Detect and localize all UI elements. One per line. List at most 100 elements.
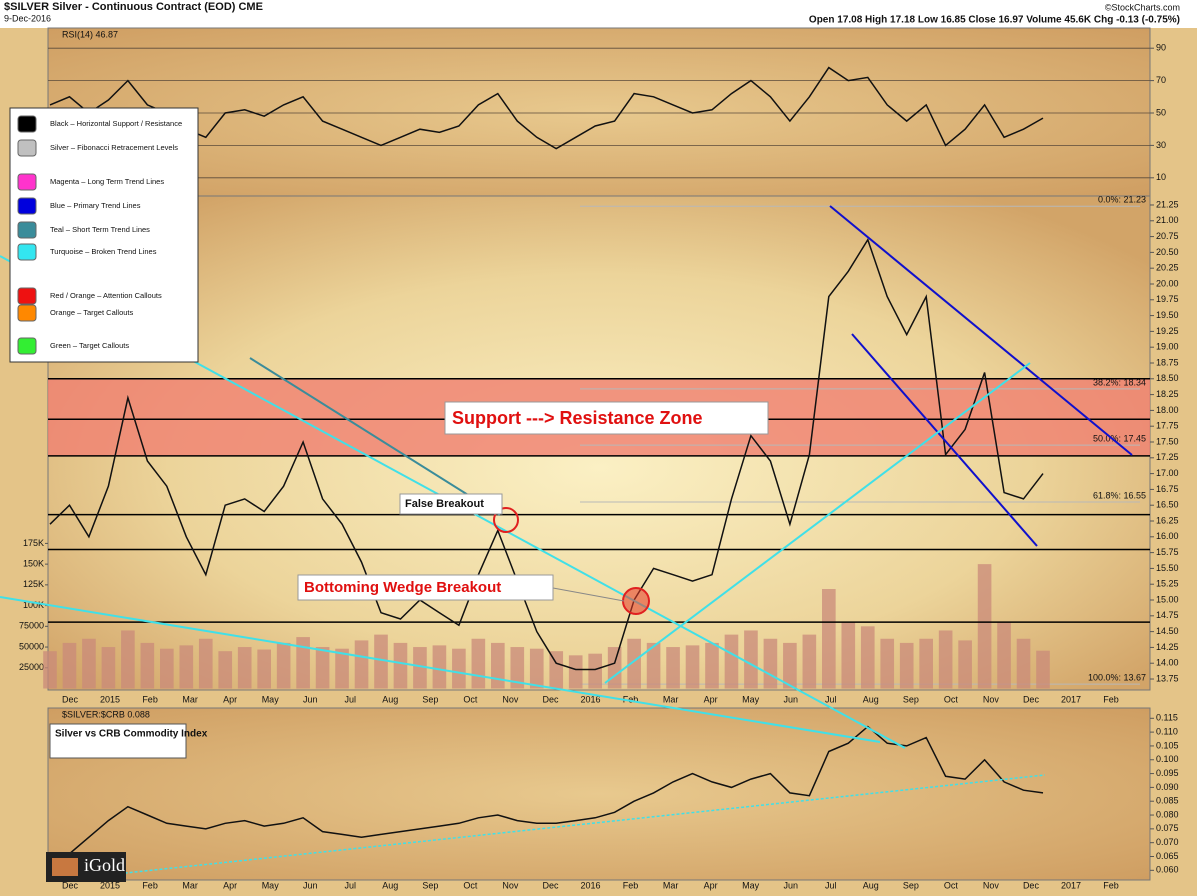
volume-tick-label: 25000 — [19, 662, 44, 672]
x-tick-label: Aug — [382, 694, 398, 704]
volume-bar — [958, 640, 972, 689]
legend-label: Red / Orange – Attention Callouts — [50, 291, 162, 300]
y-tick-label: 70 — [1156, 75, 1166, 85]
x-tick-label: Jul — [825, 694, 837, 704]
volume-bar — [296, 637, 310, 689]
volume-bar — [101, 647, 116, 689]
y-tick-label: 0.090 — [1156, 782, 1179, 792]
y-tick-label: 17.75 — [1156, 421, 1179, 431]
y-tick-label: 20.50 — [1156, 247, 1179, 257]
volume-bar — [744, 630, 758, 689]
volume-bar — [179, 645, 194, 689]
x-tick-label: Jul — [345, 694, 357, 704]
x-tick-label: Jun — [783, 694, 798, 704]
y-tick-label: 15.75 — [1156, 547, 1179, 557]
legend-label: Blue – Primary Trend Lines — [50, 201, 141, 210]
x-tick-label: Nov — [502, 880, 519, 890]
chart-date: 9-Dec-2016 — [4, 13, 51, 23]
x-tick-label: 2016 — [581, 880, 601, 890]
x-tick-label: Apr — [223, 694, 237, 704]
legend-label: Turquoise – Broken Trend Lines — [50, 247, 157, 256]
fib-label: 61.8%: 16.55 — [1093, 490, 1146, 500]
y-tick-label: 16.00 — [1156, 531, 1179, 541]
x-tick-label: Apr — [704, 880, 718, 890]
volume-bar — [510, 647, 525, 689]
volume-bar — [880, 638, 895, 689]
legend-label: Orange – Target Callouts — [50, 308, 133, 317]
x-tick-label: Feb — [1103, 694, 1119, 704]
x-tick-label: Aug — [863, 880, 879, 890]
volume-bar — [471, 638, 486, 689]
x-tick-label: Feb — [142, 880, 158, 890]
volume-bar — [822, 589, 836, 689]
y-tick-label: 90 — [1156, 43, 1166, 53]
legend-label: Teal – Short Term Trend Lines — [50, 225, 150, 234]
volume-bar — [121, 630, 135, 689]
source: ©StockCharts.com — [1105, 2, 1180, 12]
x-tick-label: Mar — [663, 880, 679, 890]
x-tick-label: Sep — [903, 694, 919, 704]
x-tick-label: 2015 — [100, 694, 120, 704]
x-tick-label: Feb — [1103, 880, 1119, 890]
volume-tick-label: 100K — [23, 600, 44, 610]
volume-bar — [666, 647, 680, 689]
legend-swatch — [17, 115, 37, 133]
x-tick-label: Dec — [62, 880, 79, 890]
volume-tick-label: 50000 — [19, 641, 44, 651]
y-tick-label: 0.080 — [1156, 809, 1179, 819]
y-tick-label: 50 — [1156, 107, 1166, 117]
ratio-panel — [47, 707, 1151, 881]
volume-bar — [160, 648, 174, 689]
x-tick-label: Sep — [903, 880, 919, 890]
volume-bar — [82, 638, 96, 689]
volume-bar — [977, 564, 992, 689]
x-tick-label: Nov — [983, 694, 1000, 704]
y-tick-label: 0.115 — [1156, 713, 1178, 723]
volume-bar — [529, 648, 544, 689]
callout-circle — [622, 587, 650, 615]
y-tick-label: 13.75 — [1156, 673, 1179, 683]
x-tick-label: May — [742, 880, 760, 890]
volume-bar — [919, 638, 933, 689]
x-tick-label: Aug — [863, 694, 879, 704]
legend-swatch — [17, 304, 37, 322]
y-tick-label: 15.50 — [1156, 563, 1179, 573]
legend-swatch — [17, 337, 37, 355]
x-tick-label: Apr — [704, 694, 718, 704]
series-line — [49, 66, 1044, 150]
volume-bar — [257, 649, 271, 689]
legend-label: Green – Target Callouts — [50, 341, 129, 350]
y-tick-label: 0.100 — [1156, 754, 1179, 764]
legend-swatch — [17, 221, 37, 239]
volume-bar — [588, 653, 602, 689]
y-tick-label: 14.00 — [1156, 658, 1179, 668]
y-tick-label: 18.00 — [1156, 405, 1179, 415]
y-tick-label: 17.50 — [1156, 436, 1179, 446]
volume-bar — [860, 626, 875, 689]
fib-label: 38.2%: 18.34 — [1093, 377, 1146, 387]
x-tick-label: 2017 — [1061, 694, 1081, 704]
x-tick-label: May — [262, 694, 280, 704]
x-tick-label: Dec — [542, 880, 559, 890]
x-tick-label: May — [742, 694, 760, 704]
x-tick-label: May — [262, 880, 280, 890]
y-tick-label: 15.25 — [1156, 579, 1179, 589]
y-tick-label: 20.25 — [1156, 263, 1179, 273]
volume-bar — [802, 634, 817, 689]
volume-bar — [627, 638, 641, 689]
x-tick-label: Mar — [182, 880, 198, 890]
turquoise-trend-line — [59, 774, 1046, 881]
y-tick-label: 0.070 — [1156, 837, 1179, 847]
brand-icon — [52, 858, 78, 876]
x-tick-label: Oct — [944, 694, 959, 704]
y-tick-label: 16.50 — [1156, 500, 1179, 510]
turquoise-trend-line — [0, 596, 881, 743]
x-tick-label: Oct — [944, 880, 959, 890]
volume-bar — [43, 651, 57, 689]
volume-bar — [685, 645, 700, 689]
y-tick-label: 0.110 — [1156, 726, 1178, 736]
y-tick-label: 14.50 — [1156, 626, 1179, 636]
x-tick-label: Dec — [62, 694, 79, 704]
note-box — [49, 723, 187, 759]
blue-trend-line — [829, 205, 1133, 456]
